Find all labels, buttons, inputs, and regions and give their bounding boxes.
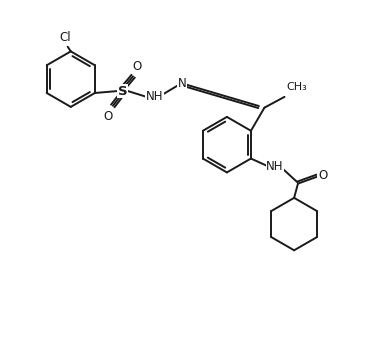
Text: NH: NH	[266, 160, 284, 173]
Text: O: O	[132, 60, 141, 73]
Text: N: N	[177, 77, 186, 90]
Text: O: O	[318, 170, 327, 183]
Text: S: S	[118, 85, 127, 98]
Text: CH₃: CH₃	[286, 82, 307, 92]
Text: NH: NH	[145, 90, 163, 103]
Text: O: O	[103, 110, 113, 123]
Text: Cl: Cl	[59, 32, 71, 45]
